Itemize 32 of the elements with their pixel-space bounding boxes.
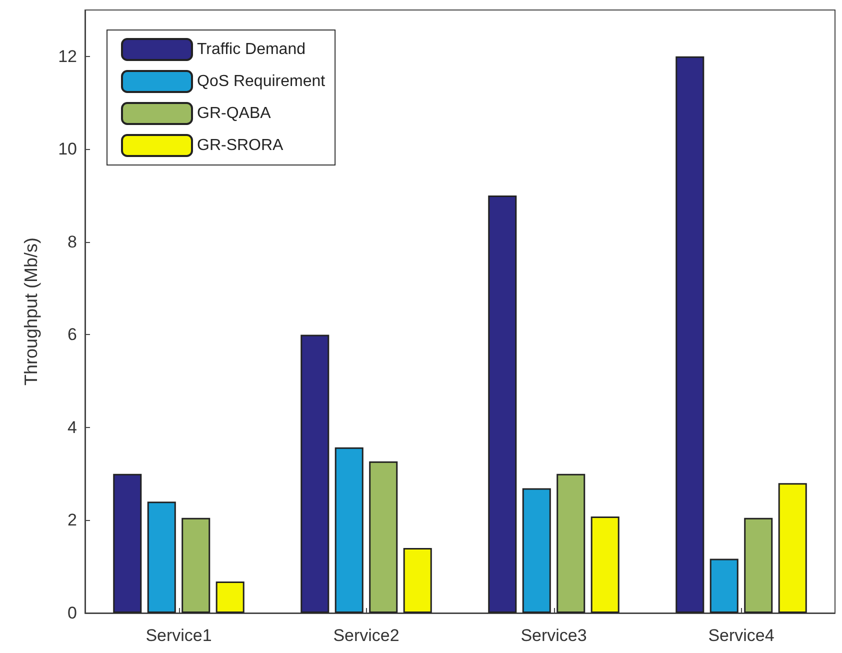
bar — [334, 447, 364, 613]
y-tick-label: 0 — [68, 604, 77, 622]
bar — [488, 196, 517, 613]
bar — [778, 483, 807, 613]
y-tick-label: 12 — [58, 46, 77, 66]
x-tick-label: Service2 — [333, 626, 400, 645]
bar — [403, 548, 432, 613]
legend-label: Traffic Demand — [197, 41, 306, 58]
y-tick-label: 10 — [58, 140, 77, 159]
y-tick-label: 4 — [68, 418, 77, 437]
x-tick-label: Service1 — [146, 626, 212, 645]
x-tick-label: Service4 — [708, 626, 774, 645]
bar — [216, 581, 244, 613]
legend-label: GR-QABA — [197, 105, 272, 122]
bar — [710, 558, 738, 613]
legend-label: GR-SRORA — [197, 137, 284, 154]
bar — [300, 334, 330, 613]
bar — [147, 502, 176, 613]
x-tick-label: Service3 — [520, 626, 587, 645]
bar — [590, 516, 620, 613]
y-tick-label: 6 — [68, 325, 77, 344]
bar — [556, 474, 586, 613]
y-axis-title: Throughput (Mb/s) — [21, 237, 41, 386]
legend-label: QoS Requirement — [197, 73, 326, 90]
bar — [369, 461, 398, 613]
y-tick-label: 2 — [68, 510, 77, 530]
y-tick-label: 8 — [68, 232, 77, 252]
bar — [676, 56, 704, 613]
bar — [113, 474, 142, 613]
bar — [182, 518, 210, 613]
bar — [744, 518, 773, 613]
bar — [522, 488, 551, 613]
